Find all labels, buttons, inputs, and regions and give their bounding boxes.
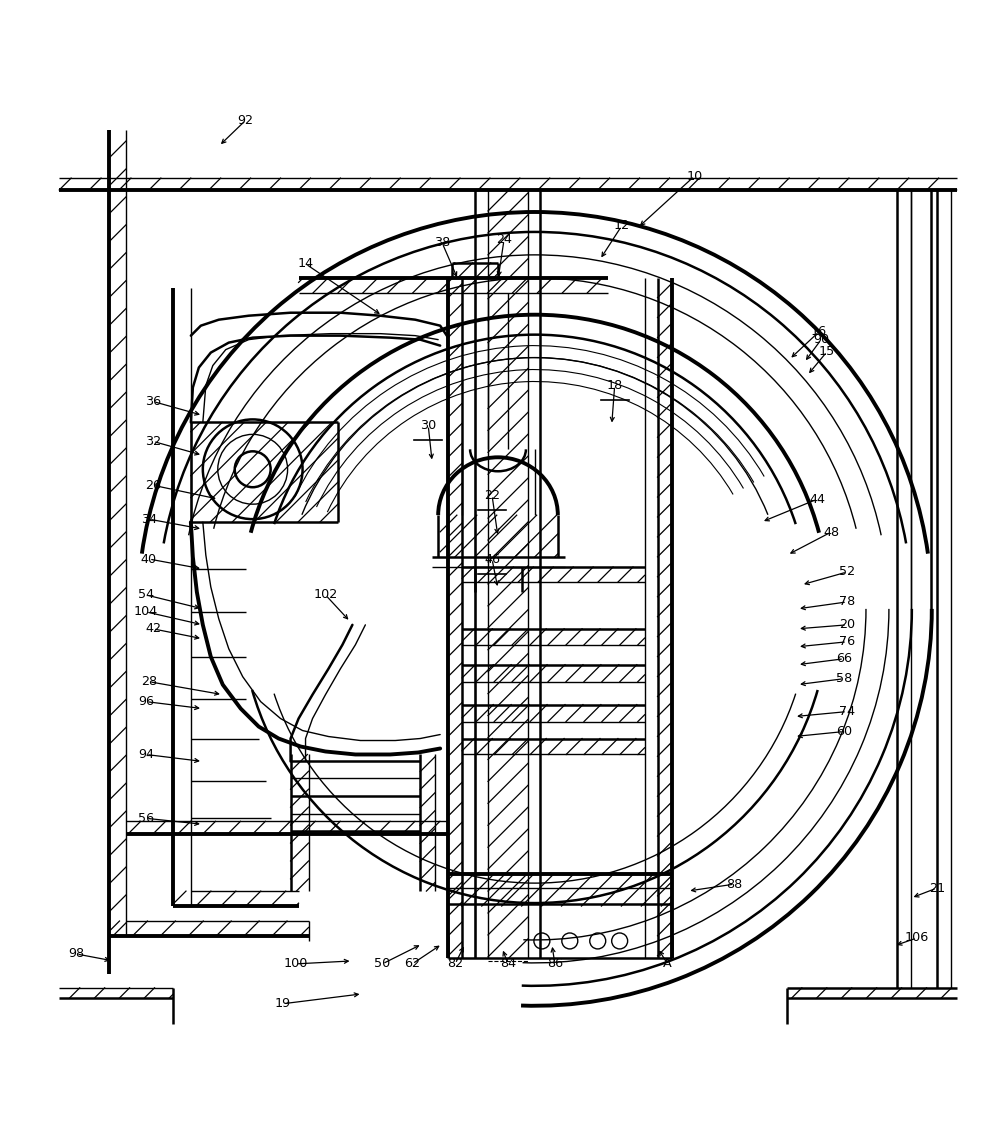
Text: 34: 34 xyxy=(141,513,157,526)
Text: 46: 46 xyxy=(484,552,500,566)
Text: 62: 62 xyxy=(404,957,420,971)
Text: 38: 38 xyxy=(434,236,450,249)
Text: 15: 15 xyxy=(819,345,835,358)
Text: 100: 100 xyxy=(283,957,308,971)
Text: 102: 102 xyxy=(313,589,338,601)
Text: 36: 36 xyxy=(145,395,161,408)
Text: 50: 50 xyxy=(374,957,390,971)
Text: 104: 104 xyxy=(134,606,158,618)
Text: 19: 19 xyxy=(275,997,291,1010)
Text: 78: 78 xyxy=(839,595,855,609)
Text: 84: 84 xyxy=(500,957,516,971)
Text: 94: 94 xyxy=(138,748,154,761)
Text: 88: 88 xyxy=(726,878,742,890)
Text: 14: 14 xyxy=(297,257,314,270)
Text: 22: 22 xyxy=(484,489,500,501)
Text: 24: 24 xyxy=(496,234,512,246)
Text: 12: 12 xyxy=(614,220,630,232)
Text: 90: 90 xyxy=(813,333,829,346)
Text: 44: 44 xyxy=(809,492,825,506)
Text: 10: 10 xyxy=(686,170,703,183)
Text: 96: 96 xyxy=(138,695,154,708)
Text: 48: 48 xyxy=(823,525,839,539)
Text: 20: 20 xyxy=(839,618,855,632)
Text: 56: 56 xyxy=(138,812,154,824)
Text: A: A xyxy=(663,957,672,971)
Text: 30: 30 xyxy=(420,418,436,432)
Text: 92: 92 xyxy=(238,113,254,127)
Text: 60: 60 xyxy=(836,725,852,738)
Text: 32: 32 xyxy=(145,434,161,448)
Text: 52: 52 xyxy=(839,566,855,578)
Text: 74: 74 xyxy=(839,705,855,718)
Text: 54: 54 xyxy=(138,589,154,601)
Text: 86: 86 xyxy=(547,957,563,971)
Text: 16: 16 xyxy=(811,325,827,338)
Text: 106: 106 xyxy=(905,931,929,945)
Text: 58: 58 xyxy=(836,672,852,685)
Text: 40: 40 xyxy=(141,552,157,566)
Text: 66: 66 xyxy=(836,652,852,666)
Text: 28: 28 xyxy=(141,675,157,688)
Text: 82: 82 xyxy=(447,957,463,971)
Text: 76: 76 xyxy=(839,635,855,649)
Text: 98: 98 xyxy=(68,947,84,960)
Text: 42: 42 xyxy=(145,623,161,635)
Text: 21: 21 xyxy=(929,881,945,895)
Text: 26: 26 xyxy=(145,479,161,492)
Text: 18: 18 xyxy=(607,379,623,392)
